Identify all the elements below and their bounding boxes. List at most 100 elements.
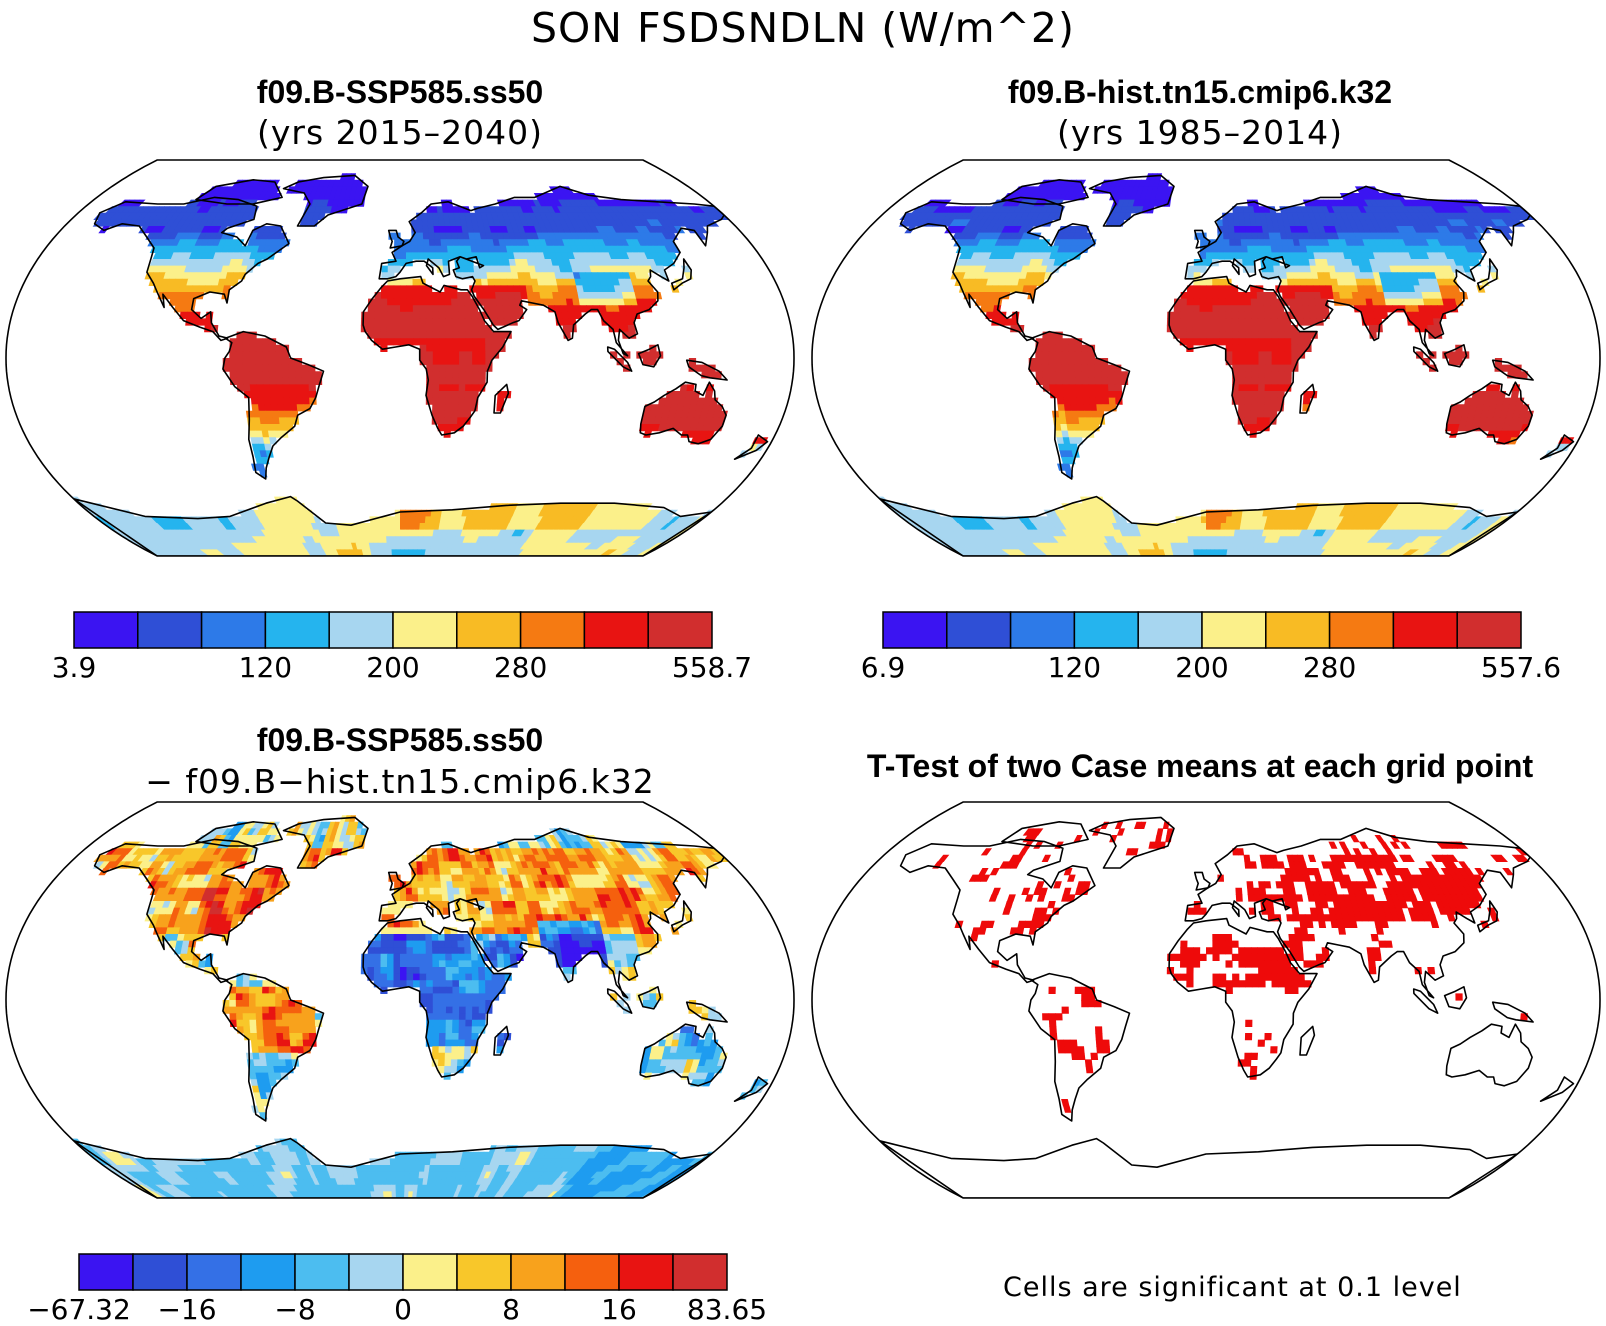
grid-cell: [562, 278, 571, 286]
grid-cell: [1010, 219, 1021, 227]
grid-cell: [1108, 384, 1116, 392]
grid-cell: [1370, 265, 1380, 273]
grid-cell: [516, 265, 525, 273]
grid-cell: [168, 232, 179, 240]
grid-cell: [436, 259, 444, 267]
grid-cell: [272, 549, 284, 556]
grid-cell: [1345, 292, 1354, 300]
grid-cell: [525, 285, 534, 293]
grid-cell: [438, 391, 447, 399]
grid-cell: [1374, 199, 1385, 207]
grid-cell: [533, 536, 545, 544]
grid-cell: [608, 516, 620, 524]
grid-cell: [573, 516, 585, 524]
grid-cell: [1167, 529, 1175, 537]
grid-cell: [1302, 259, 1311, 267]
grid-cell: [616, 523, 629, 531]
grid-cell: [1011, 536, 1024, 544]
grid-cell: [1284, 529, 1293, 537]
grid-cell: [1085, 424, 1094, 432]
grid-cell: [498, 338, 506, 346]
grid-cell: [165, 219, 176, 227]
grid-cell: [1206, 516, 1212, 524]
grid-cell: [1424, 305, 1433, 313]
grid-cell: [1206, 305, 1214, 313]
grid-cell: [1192, 338, 1201, 346]
grid-cell: [1297, 338, 1305, 346]
grid-cell: [1344, 259, 1354, 267]
grid-cell: [257, 542, 269, 550]
grid-cell: [514, 516, 523, 524]
grid-cell: [1121, 542, 1130, 550]
grid-cell: [986, 206, 998, 214]
grid-cell: [1095, 529, 1105, 537]
grid-cell: [471, 536, 480, 544]
grid-cell: [1462, 232, 1473, 240]
grid-cell: [916, 206, 930, 214]
grid-cell: [1475, 404, 1485, 412]
grid-cell: [1364, 516, 1375, 524]
grid-cell: [1245, 232, 1253, 240]
grid-cell: [1339, 536, 1351, 544]
grid-cell: [1070, 239, 1080, 247]
grid-cell: [1031, 272, 1040, 280]
grid-cell: [984, 226, 995, 234]
grid-cell: [375, 523, 382, 531]
grid-cell: [942, 529, 957, 537]
grid-cell: [433, 523, 441, 531]
grid-cell: [177, 542, 192, 550]
grid-cell: [343, 193, 351, 201]
grid-cell: [1441, 503, 1454, 511]
grid-cell: [591, 272, 600, 280]
grid-cell: [1032, 516, 1044, 524]
grid-cell: [483, 226, 492, 234]
grid-cell: [441, 206, 449, 214]
grid-cell: [426, 351, 434, 359]
grid-cell: [932, 529, 948, 537]
grid-cell: [188, 272, 197, 280]
grid-cell: [184, 529, 197, 537]
grid-cell: [201, 523, 214, 531]
grid-cell: [1394, 206, 1405, 214]
grid-cell: [1316, 239, 1325, 247]
grid-cell: [1353, 219, 1364, 227]
grid-cell: [546, 265, 555, 273]
grid-cell: [196, 206, 207, 214]
grid-cell: [1296, 259, 1305, 267]
grid-cell: [1131, 536, 1140, 544]
grid-cell: [536, 503, 546, 511]
grid-cell: [976, 219, 988, 227]
grid-cell: [386, 542, 393, 550]
grid-cell: [1463, 219, 1475, 227]
grid-cell: [1130, 206, 1139, 214]
grid-cell: [425, 305, 433, 313]
grid-cell: [1434, 292, 1443, 300]
grid-cell: [489, 542, 499, 550]
grid-cell: [1037, 186, 1049, 194]
grid-cell: [221, 516, 233, 524]
grid-cell: [1280, 529, 1289, 537]
grid-cell: [1324, 278, 1333, 286]
grid-cell: [190, 542, 205, 550]
grid-cell: [419, 344, 427, 352]
grid-cell: [577, 523, 589, 531]
grid-cell: [672, 391, 681, 399]
grid-cell: [1357, 536, 1369, 544]
grid-cell: [313, 529, 322, 537]
grid-cell: [534, 529, 545, 537]
grid-cell: [1415, 199, 1427, 207]
grid-cell: [1069, 509, 1080, 517]
grid-cell: [1186, 523, 1193, 531]
grid-cell: [1258, 239, 1266, 247]
grid-cell: [1435, 298, 1445, 306]
grid-cell: [400, 278, 407, 286]
grid-cell: [164, 239, 175, 247]
grid-cell: [1313, 509, 1322, 517]
grid-cell: [1358, 529, 1370, 537]
grid-cell: [426, 331, 434, 339]
grid-cell: [1411, 278, 1421, 286]
grid-cell: [937, 536, 953, 544]
grid-cell: [412, 305, 420, 313]
grid-cell: [1245, 325, 1253, 333]
grid-cell: [1238, 529, 1245, 537]
